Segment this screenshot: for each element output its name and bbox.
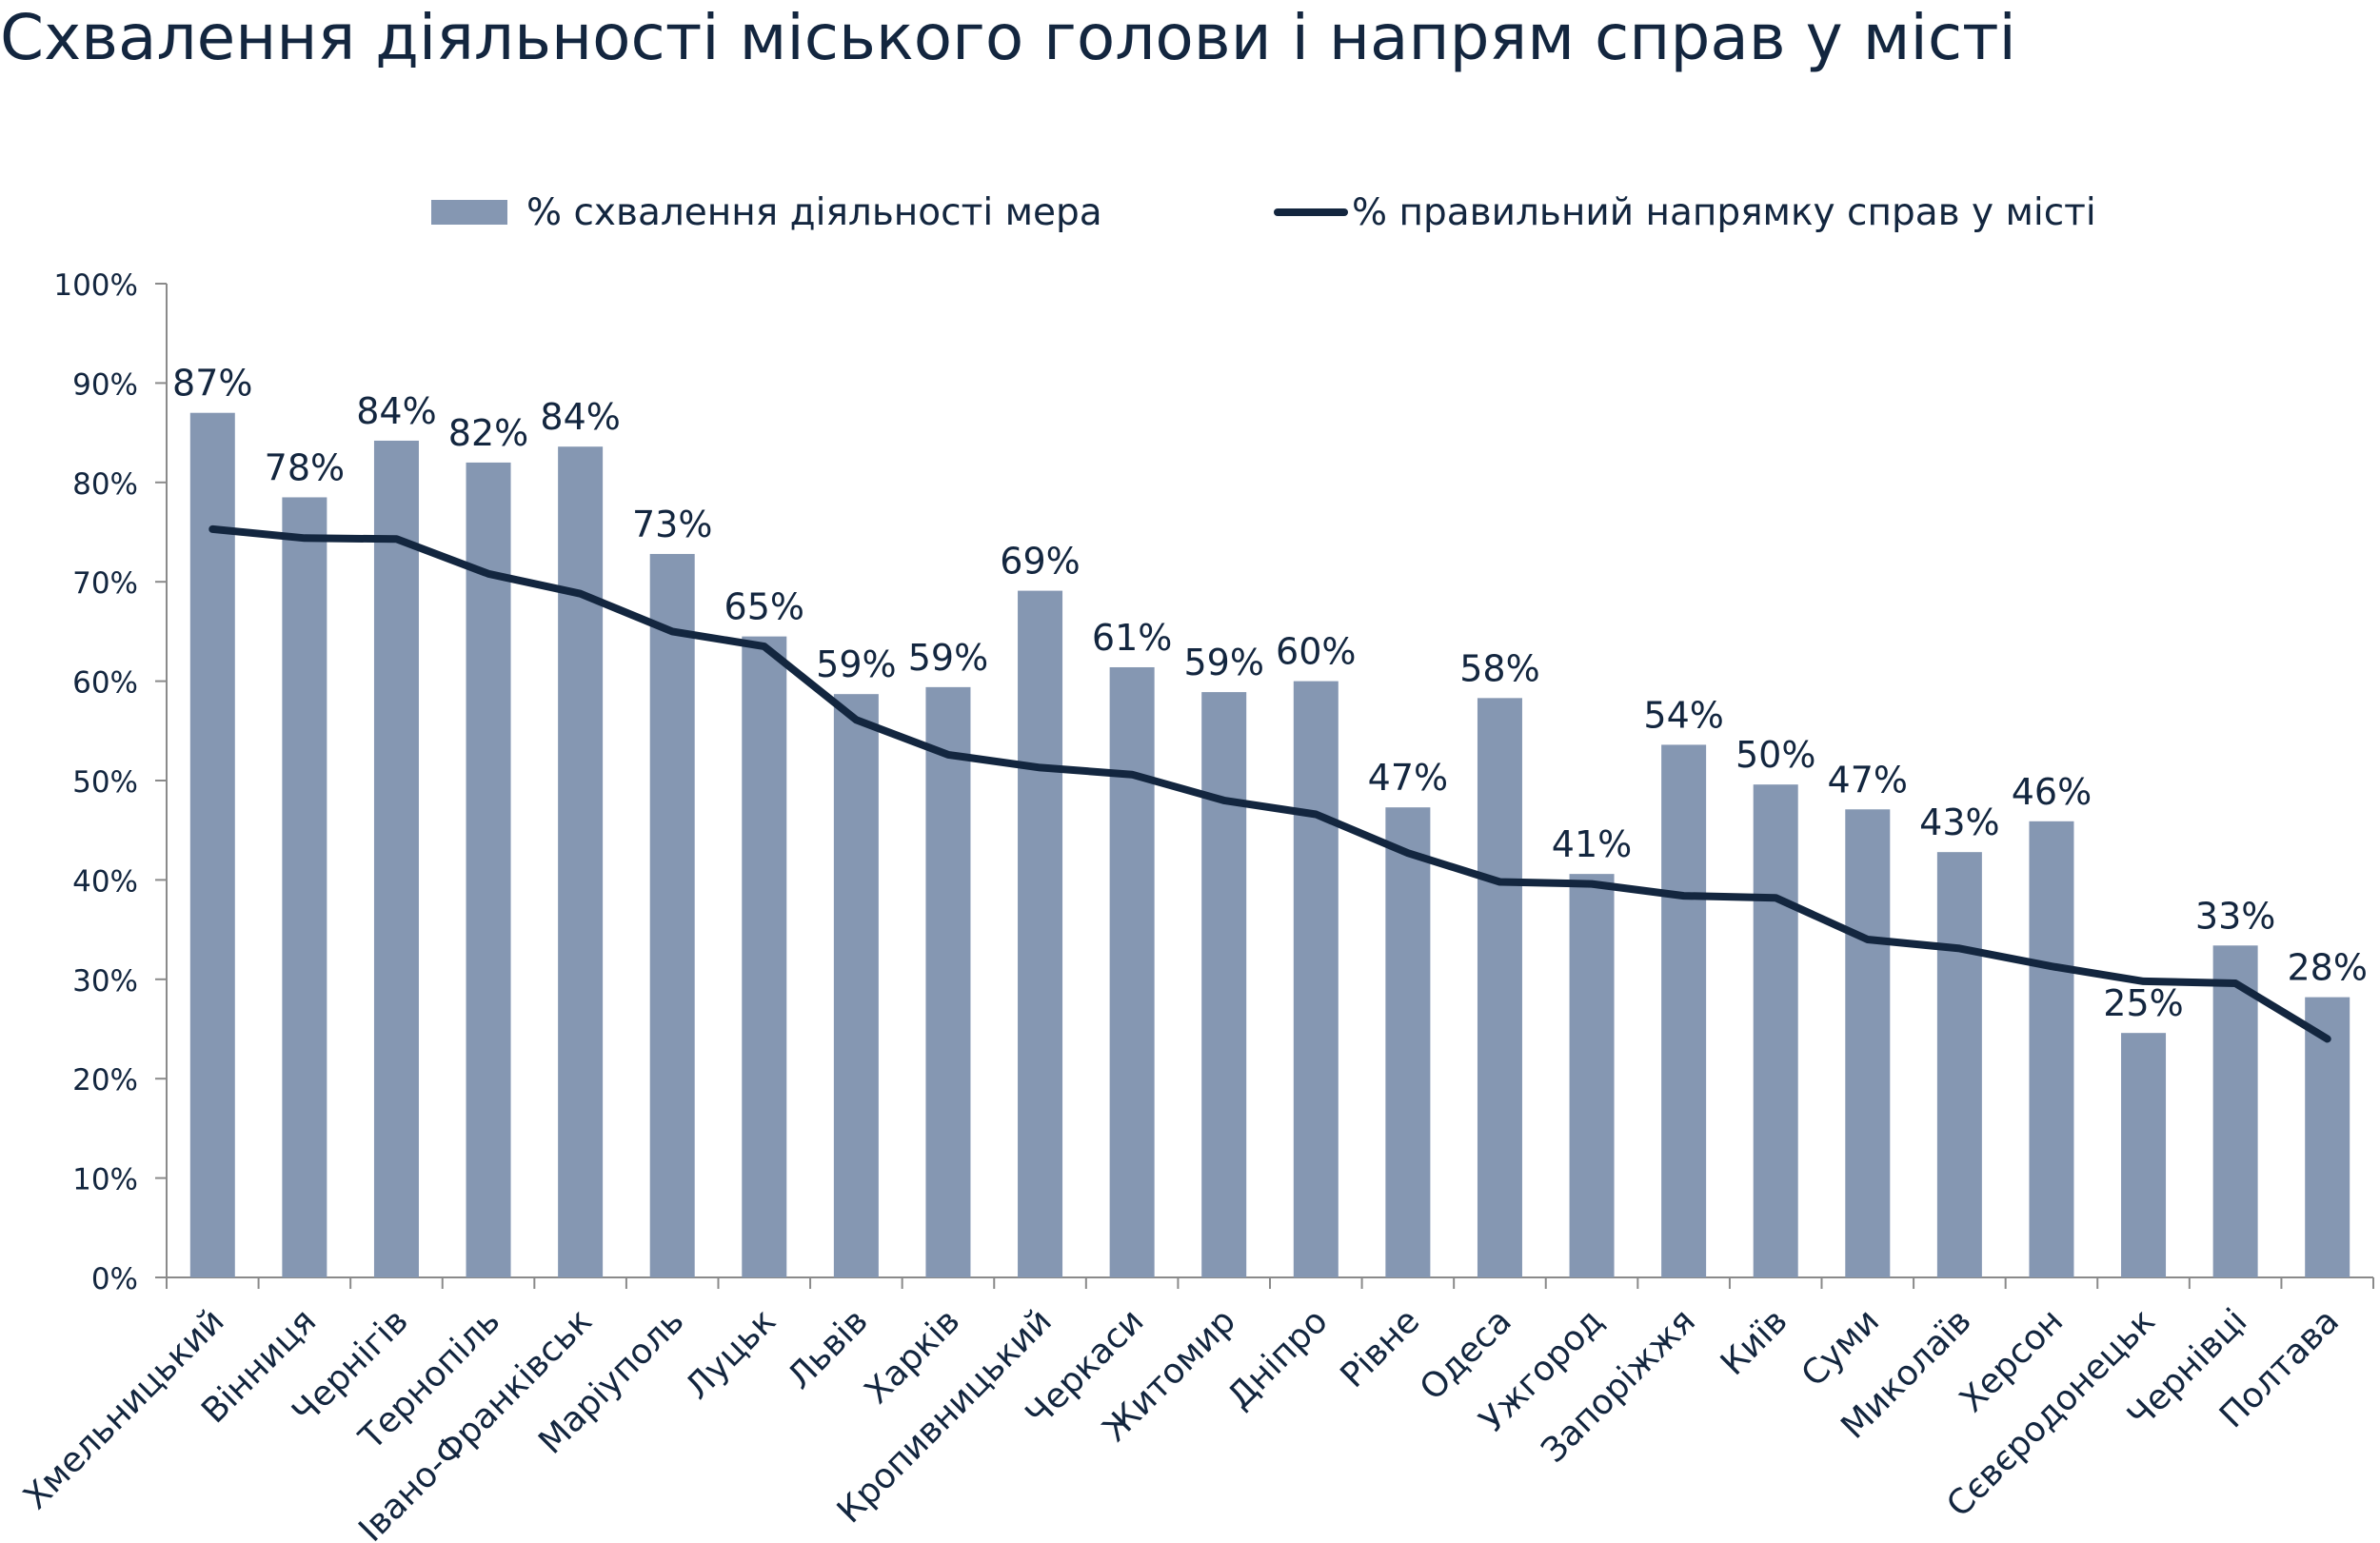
- bar-data-label: 59%: [816, 643, 896, 685]
- bar: [925, 686, 971, 1277]
- bar-data-label: 46%: [2012, 771, 2092, 813]
- bar-data-label: 59%: [908, 637, 988, 679]
- bar-data-label: 41%: [1552, 823, 1632, 865]
- bar: [1109, 666, 1155, 1277]
- legend-label-approval: % схвалення діяльності мера: [526, 190, 1102, 234]
- x-tick-label: Луцьк: [678, 1301, 783, 1407]
- bar-data-label: 60%: [1276, 631, 1356, 673]
- bar: [282, 497, 327, 1277]
- bar: [1293, 681, 1339, 1277]
- bar: [2029, 821, 2074, 1277]
- bar: [833, 694, 879, 1277]
- bar: [1201, 692, 1247, 1277]
- bar-data-label: 25%: [2103, 982, 2183, 1024]
- bar: [2121, 1033, 2167, 1277]
- bar-data-label: 73%: [632, 504, 712, 545]
- y-tick-label: 100%: [53, 268, 138, 303]
- bar-data-label: 87%: [172, 363, 252, 405]
- bar-data-label: 59%: [1183, 642, 1263, 683]
- y-tick-label: 20%: [72, 1063, 138, 1098]
- direction-line: [208, 524, 2331, 1043]
- x-tick-label: Дніпро: [1220, 1301, 1336, 1416]
- bar: [1569, 874, 1615, 1277]
- y-tick-label: 10%: [72, 1163, 138, 1197]
- y-tick-label: 70%: [72, 566, 138, 601]
- bar: [1018, 590, 1063, 1277]
- bar: [1753, 784, 1798, 1277]
- bar-data-label: 61%: [1092, 617, 1172, 659]
- y-tick-label: 0%: [91, 1262, 138, 1296]
- y-tick-label: 90%: [72, 367, 138, 402]
- bar-data-label: 69%: [1000, 541, 1080, 583]
- bar-data-label: 54%: [1643, 694, 1723, 736]
- bar-data-label: 33%: [2195, 895, 2275, 937]
- bar: [189, 412, 235, 1278]
- bar-data-label: 28%: [2287, 947, 2367, 989]
- bar: [2305, 997, 2350, 1277]
- bar-data-label: 47%: [1368, 757, 1448, 799]
- bar: [1477, 698, 1522, 1277]
- legend-item-direction: % правильний напрямку справ у місті: [1274, 188, 2096, 236]
- bar-data-label: 65%: [724, 586, 804, 628]
- bar-data-label: 58%: [1459, 647, 1539, 689]
- bar: [649, 553, 695, 1277]
- legend-label-direction: % правильний напрямку справ у місті: [1352, 190, 2096, 234]
- y-tick-label: 30%: [72, 964, 138, 999]
- bar: [1845, 809, 1891, 1277]
- bar-data-label: 84%: [356, 390, 436, 432]
- bar-data-label: 47%: [1828, 759, 1908, 801]
- legend-swatch-direction: [1274, 208, 1348, 216]
- y-tick-label: 50%: [72, 765, 138, 800]
- bar: [558, 446, 604, 1277]
- bar: [1936, 852, 1982, 1277]
- bar-data-label: 50%: [1735, 734, 1815, 776]
- bar: [742, 636, 787, 1277]
- chart-title: Схвалення діяльності міського голови і н…: [0, 1, 2016, 74]
- legend-swatch-approval: [431, 200, 507, 225]
- bar: [466, 462, 511, 1277]
- y-tick-label: 40%: [72, 864, 138, 899]
- legend-item-approval: % схвалення діяльності мера: [431, 188, 1102, 236]
- x-tick-label: Київ: [1714, 1301, 1795, 1383]
- bar: [1385, 807, 1431, 1277]
- bar-data-label: 84%: [540, 396, 620, 438]
- bar-data-label: 78%: [265, 446, 345, 488]
- bar-data-label: 43%: [1919, 801, 1999, 843]
- bar: [1661, 744, 1707, 1277]
- y-tick-label: 60%: [72, 666, 138, 701]
- bar: [373, 440, 419, 1277]
- bar-data-label: 82%: [448, 412, 528, 454]
- y-tick-label: 80%: [72, 467, 138, 502]
- bar: [2212, 945, 2258, 1277]
